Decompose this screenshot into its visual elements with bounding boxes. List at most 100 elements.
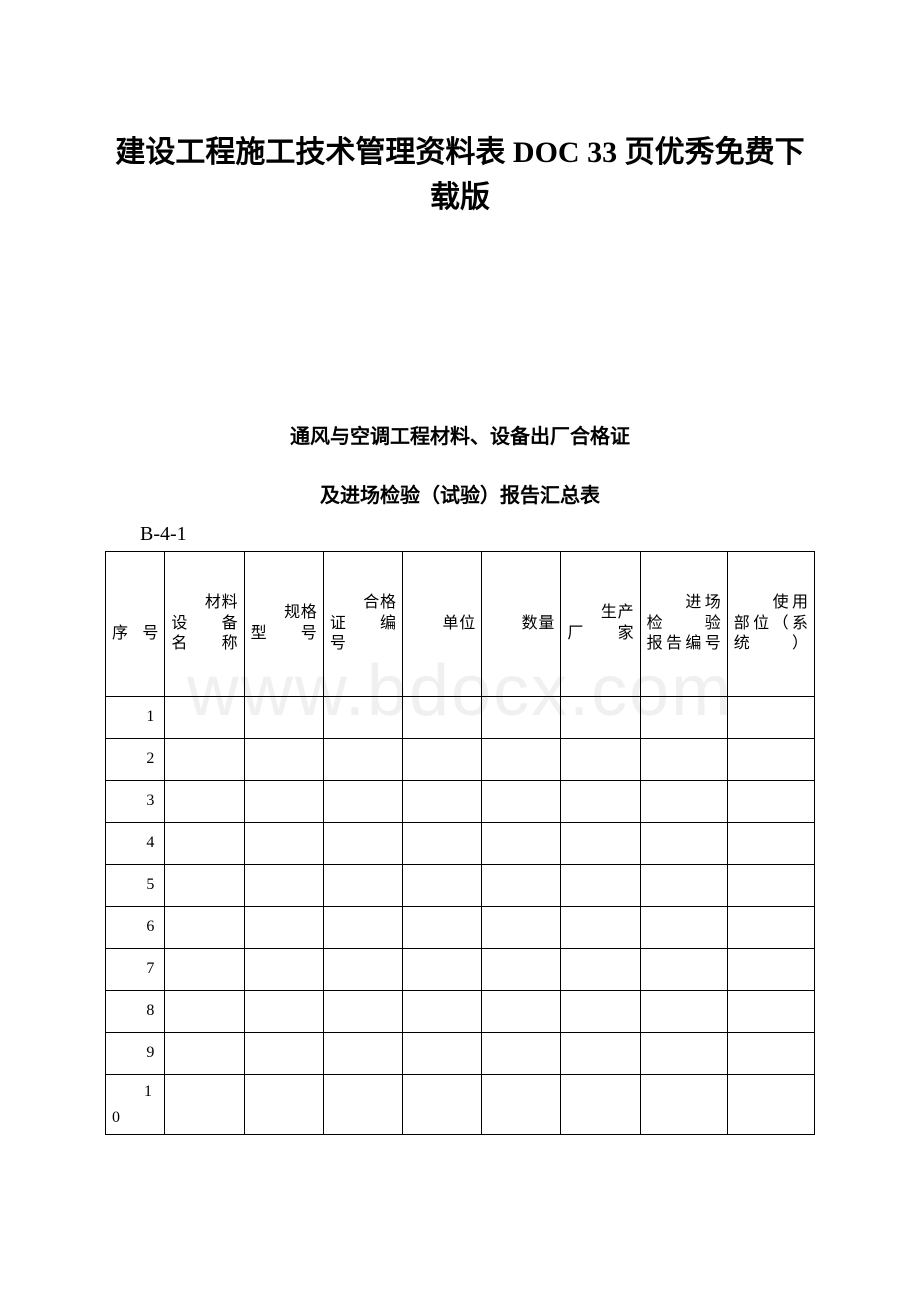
table-cell bbox=[727, 991, 814, 1033]
document-content: 建设工程施工技术管理资料表 DOC 33 页优秀免费下载版 通风与空调工程材料、… bbox=[105, 130, 815, 1135]
table-cell bbox=[482, 781, 561, 823]
table-cell bbox=[640, 823, 727, 865]
table-cell bbox=[165, 865, 244, 907]
table-code: B-4-1 bbox=[105, 523, 815, 546]
table-cell bbox=[323, 907, 402, 949]
table-cell bbox=[561, 1075, 640, 1135]
table-header-row: 序号 材料设 备名称 规格型号 合格证 编号 单位 数量 生产厂家 进场检验 报… bbox=[106, 552, 815, 697]
table-cell bbox=[165, 991, 244, 1033]
table-cell bbox=[640, 1075, 727, 1135]
col-header-report-number: 进场检验 报告编号 bbox=[640, 552, 727, 697]
table-cell bbox=[482, 1075, 561, 1135]
table-cell bbox=[244, 991, 323, 1033]
table-cell bbox=[323, 949, 402, 991]
table-cell bbox=[561, 823, 640, 865]
table-cell bbox=[482, 865, 561, 907]
table-cell bbox=[403, 1075, 482, 1135]
table-cell bbox=[482, 907, 561, 949]
table-cell bbox=[244, 907, 323, 949]
table-cell bbox=[561, 865, 640, 907]
table-cell bbox=[561, 739, 640, 781]
table-cell bbox=[165, 781, 244, 823]
row-number: 3 bbox=[106, 781, 165, 823]
table-cell bbox=[323, 1075, 402, 1135]
table-cell bbox=[323, 823, 402, 865]
table-cell bbox=[482, 1033, 561, 1075]
col-header-manufacturer: 生产厂家 bbox=[561, 552, 640, 697]
table-row: 1 bbox=[106, 697, 815, 739]
table-cell bbox=[727, 697, 814, 739]
table-cell bbox=[561, 991, 640, 1033]
table-cell bbox=[482, 949, 561, 991]
table-cell bbox=[323, 739, 402, 781]
table-cell bbox=[244, 781, 323, 823]
table-cell bbox=[727, 1075, 814, 1135]
table-cell bbox=[165, 1033, 244, 1075]
table-cell bbox=[244, 1075, 323, 1135]
table-cell bbox=[482, 991, 561, 1033]
table-cell bbox=[403, 865, 482, 907]
subtitle-line-1: 通风与空调工程材料、设备出厂合格证 bbox=[105, 420, 815, 449]
table-row: 9 bbox=[106, 1033, 815, 1075]
table-cell bbox=[165, 1075, 244, 1135]
table-cell bbox=[482, 697, 561, 739]
table-cell bbox=[244, 823, 323, 865]
table-cell bbox=[244, 739, 323, 781]
table-cell bbox=[727, 907, 814, 949]
table-row: 7 bbox=[106, 949, 815, 991]
material-equipment-table: 序号 材料设 备名称 规格型号 合格证 编号 单位 数量 生产厂家 进场检验 报… bbox=[105, 551, 815, 1135]
table-row: 3 bbox=[106, 781, 815, 823]
table-cell bbox=[323, 1033, 402, 1075]
row-number: 7 bbox=[106, 949, 165, 991]
row-number: 1 bbox=[106, 697, 165, 739]
table-cell bbox=[244, 865, 323, 907]
table-cell bbox=[244, 697, 323, 739]
col-header-seq: 序号 bbox=[106, 552, 165, 697]
col-header-unit: 单位 bbox=[403, 552, 482, 697]
table-cell bbox=[403, 1033, 482, 1075]
table-cell bbox=[482, 739, 561, 781]
table-cell bbox=[727, 1033, 814, 1075]
row-number: 4 bbox=[106, 823, 165, 865]
row-number: 8 bbox=[106, 991, 165, 1033]
table-cell bbox=[561, 949, 640, 991]
table-cell bbox=[403, 949, 482, 991]
table-row: 2 bbox=[106, 739, 815, 781]
table-cell bbox=[165, 949, 244, 991]
table-cell bbox=[403, 907, 482, 949]
table-cell bbox=[244, 949, 323, 991]
table-cell bbox=[640, 1033, 727, 1075]
table-row: 5 bbox=[106, 865, 815, 907]
table-row: 10 bbox=[106, 1075, 815, 1135]
table-cell bbox=[561, 781, 640, 823]
table-cell bbox=[640, 739, 727, 781]
table-body: 1 2 3 bbox=[106, 697, 815, 1135]
col-header-spec-model: 规格型号 bbox=[244, 552, 323, 697]
col-header-usage-location: 使用部位（系统） bbox=[727, 552, 814, 697]
table-cell bbox=[165, 697, 244, 739]
table-cell bbox=[403, 781, 482, 823]
table-cell bbox=[640, 781, 727, 823]
table-cell bbox=[640, 907, 727, 949]
table-cell bbox=[403, 739, 482, 781]
subtitle-line-2: 及进场检验（试验）报告汇总表 bbox=[105, 479, 815, 508]
table-row: 6 bbox=[106, 907, 815, 949]
table-row: 8 bbox=[106, 991, 815, 1033]
row-number: 5 bbox=[106, 865, 165, 907]
row-number: 2 bbox=[106, 739, 165, 781]
table-cell bbox=[640, 991, 727, 1033]
table-cell bbox=[403, 823, 482, 865]
main-title: 建设工程施工技术管理资料表 DOC 33 页优秀免费下载版 bbox=[105, 130, 815, 220]
table-cell bbox=[165, 907, 244, 949]
table-cell bbox=[640, 949, 727, 991]
table-cell bbox=[561, 1033, 640, 1075]
table-cell bbox=[244, 1033, 323, 1075]
table-cell bbox=[323, 991, 402, 1033]
table-cell bbox=[561, 697, 640, 739]
table-cell bbox=[727, 823, 814, 865]
table-cell bbox=[640, 865, 727, 907]
table-cell bbox=[640, 697, 727, 739]
row-number: 10 bbox=[106, 1075, 165, 1135]
table-cell bbox=[323, 865, 402, 907]
table-cell bbox=[482, 823, 561, 865]
